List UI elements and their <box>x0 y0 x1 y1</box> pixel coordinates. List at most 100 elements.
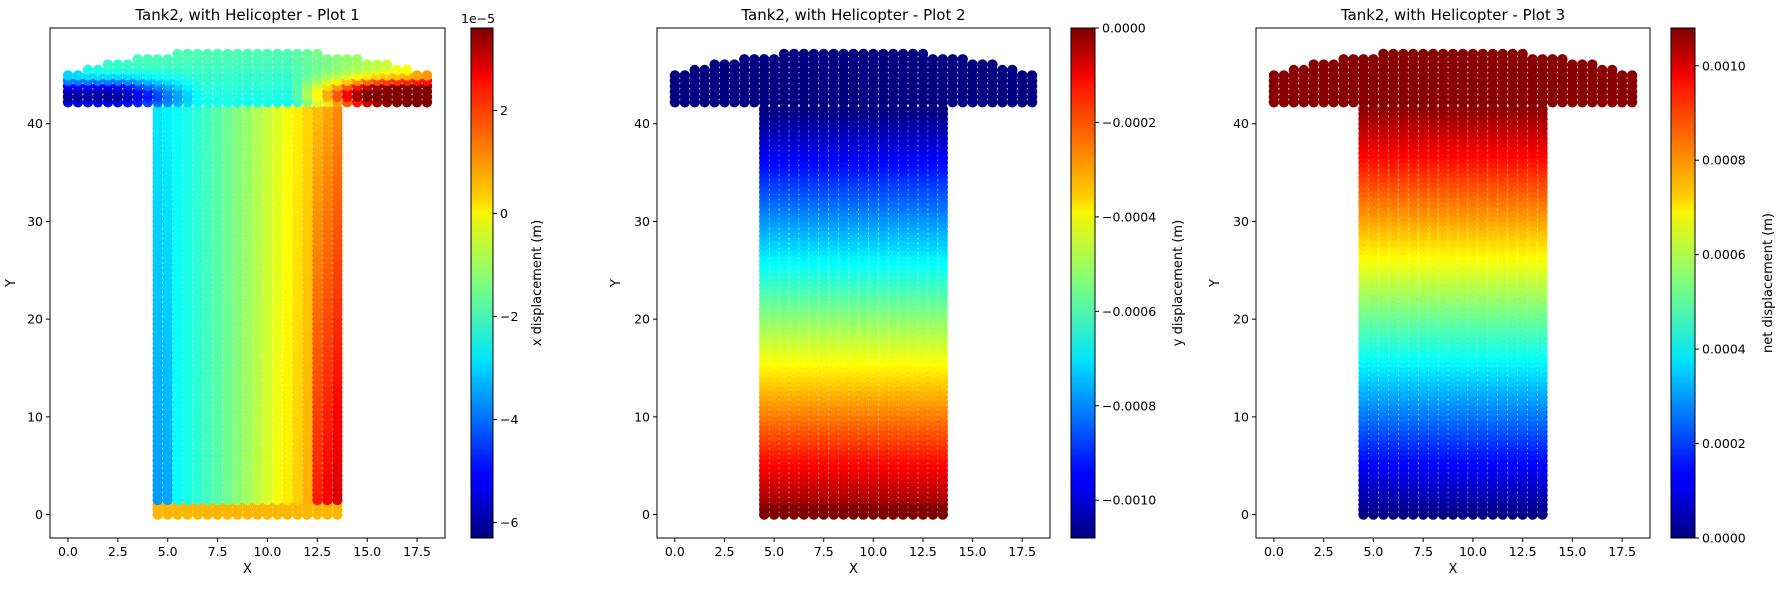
colorbar-label: x displacement (m) <box>530 220 545 346</box>
colorbar-label: y displacement (m) <box>1171 220 1186 346</box>
data-point <box>789 49 799 59</box>
data-point <box>272 49 282 59</box>
data-point <box>838 49 848 59</box>
data-point <box>222 49 232 59</box>
data-point <box>402 65 412 75</box>
data-point <box>680 70 690 80</box>
y-tick-label: 0 <box>642 507 650 522</box>
x-tick-label: 12.5 <box>303 544 331 559</box>
data-point <box>868 49 878 59</box>
x-tick-label: 17.5 <box>1008 544 1036 559</box>
y-tick-label: 20 <box>634 312 650 327</box>
chart-title: Tank2, with Helicopter - Plot 2 <box>740 6 965 24</box>
data-point <box>670 70 680 80</box>
data-point <box>183 49 193 59</box>
data-point <box>202 49 212 59</box>
x-tick-label: 12.5 <box>909 544 937 559</box>
data-point <box>143 54 153 64</box>
x-tick-label: 15.0 <box>959 544 987 559</box>
colorbar-tick-label: 0.0000 <box>1102 21 1146 36</box>
data-point <box>133 54 143 64</box>
data-point <box>769 54 779 64</box>
x-tick-label: 0.0 <box>665 544 685 559</box>
data-point <box>103 59 113 69</box>
x-tick-label: 5.0 <box>158 544 178 559</box>
y-tick-label: 30 <box>27 214 43 229</box>
data-point <box>282 49 292 59</box>
colorbar-tick-label: −4 <box>500 412 518 427</box>
y-tick-label: 20 <box>27 312 43 327</box>
data-point <box>63 70 73 80</box>
colorbar-tick-label: −0.0004 <box>1102 209 1156 224</box>
data-point <box>422 70 432 80</box>
data-point <box>918 49 928 59</box>
data-point <box>709 59 719 69</box>
data-point <box>749 54 759 64</box>
data-point <box>809 49 819 59</box>
data-point <box>967 59 977 69</box>
data-point <box>232 49 242 59</box>
colorbar-tick-label: −0.0006 <box>1102 304 1156 319</box>
data-point <box>342 54 352 64</box>
data-point <box>690 65 700 75</box>
colorbar-offset-text: 1e−5 <box>461 11 495 26</box>
data-point <box>312 49 322 59</box>
data-point <box>1017 70 1027 80</box>
colorbar-tick-label: −0.0002 <box>1102 115 1156 130</box>
data-point <box>699 65 709 75</box>
x-tick-label: 10.0 <box>859 544 887 559</box>
data-point <box>958 54 968 64</box>
colorbar-tick-label: −6 <box>500 515 518 530</box>
data-point <box>382 59 392 69</box>
data-point <box>729 59 739 69</box>
data-point <box>173 49 183 59</box>
data-point <box>252 49 262 59</box>
data-point <box>362 59 372 69</box>
x-tick-label: 17.5 <box>403 544 431 559</box>
colorbar-tick-label: 2 <box>500 103 508 118</box>
data-point <box>799 49 809 59</box>
data-point <box>292 49 302 59</box>
data-point <box>948 54 958 64</box>
data-point <box>997 65 1007 75</box>
data-point <box>719 59 729 69</box>
colorbar <box>471 28 493 538</box>
data-point <box>908 49 918 59</box>
data-point <box>163 54 173 64</box>
y-tick-label: 0 <box>35 507 43 522</box>
data-point <box>392 65 402 75</box>
y-axis-label: Y <box>609 279 624 288</box>
x-axis-label: X <box>243 562 252 577</box>
data-point <box>739 54 749 64</box>
data-point <box>759 54 769 64</box>
colorbar <box>1071 28 1095 538</box>
data-point <box>73 70 83 80</box>
data-point <box>938 54 948 64</box>
data-point <box>83 65 93 75</box>
x-tick-label: 2.5 <box>108 544 128 559</box>
data-point <box>412 70 422 80</box>
x-axis-label: X <box>849 562 858 577</box>
data-point <box>242 49 252 59</box>
x-tick-label: 10.0 <box>254 544 282 559</box>
colorbar-tick-label: −0.0008 <box>1102 398 1156 413</box>
scatter-points <box>670 49 1038 520</box>
x-tick-label: 7.5 <box>208 544 228 559</box>
data-point <box>819 49 829 59</box>
chart-title: Tank2, with Helicopter - Plot 1 <box>134 6 359 24</box>
data-point <box>262 49 272 59</box>
data-point <box>123 59 133 69</box>
colorbar-tick-label: 0 <box>500 206 508 221</box>
data-point <box>93 65 103 75</box>
data-point <box>987 59 997 69</box>
data-point <box>192 49 202 59</box>
y-axis-label: Y <box>4 279 19 288</box>
data-point <box>1027 70 1037 80</box>
data-point <box>779 49 789 59</box>
data-point <box>212 49 222 59</box>
